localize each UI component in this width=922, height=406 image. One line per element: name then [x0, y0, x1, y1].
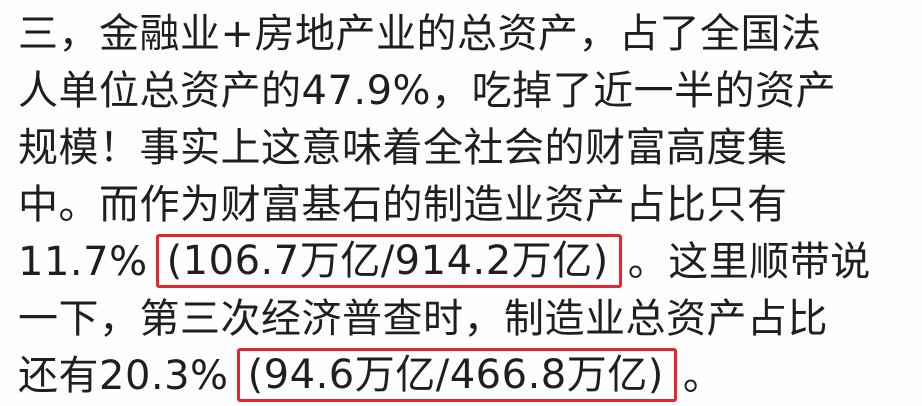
highlight-box-manufacturing-assets: (106.7万亿/914.2万亿): [155, 234, 622, 288]
text-line-6: 一下，第三次经济普查时，制造业总资产占比: [18, 296, 828, 342]
census-share-text: 还有20.3%: [18, 353, 229, 399]
text-line-2: 人单位总资产的47.9%，吃掉了近一半的资产: [18, 68, 837, 114]
text-line-1: 三，金融业+房地产业的总资产，占了全国法: [18, 11, 822, 57]
manufacturing-share-text: 11.7%: [18, 239, 148, 285]
text-line-4: 中。而作为财富基石的制造业资产占比只有: [18, 182, 788, 228]
text-line-7-tail: 。: [682, 353, 724, 399]
text-line-5-tail: 。这里顺带说: [627, 239, 871, 285]
highlight-box-census-assets: (94.6万亿/466.8万亿): [236, 348, 677, 402]
text-line-7: 还有20.3% (94.6万亿/466.8万亿)。: [18, 348, 908, 405]
text-line-5: 11.7% (106.7万亿/914.2万亿) 。这里顺带说: [18, 234, 908, 291]
article-text: 三，金融业+房地产业的总资产，占了全国法 人单位总资产的47.9%，吃掉了近一半…: [18, 6, 908, 405]
text-line-3: 规模！事实上这意味着全社会的财富高度集: [18, 125, 788, 171]
